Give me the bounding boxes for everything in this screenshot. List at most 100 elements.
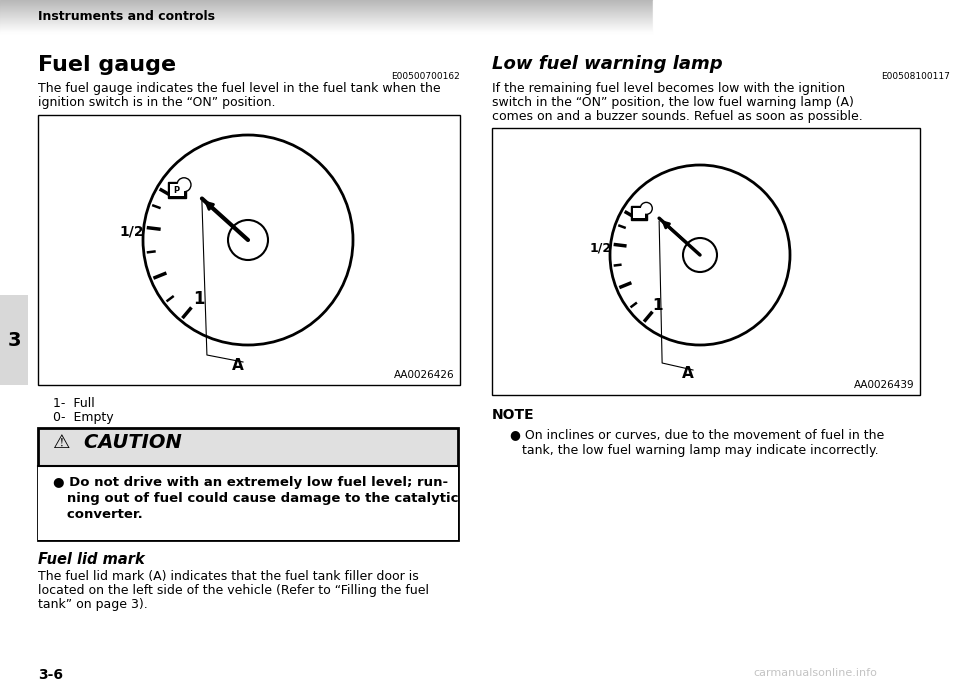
Text: If the remaining fuel level becomes low with the ignition: If the remaining fuel level becomes low …: [492, 82, 845, 95]
Bar: [0, 30, 653, 31]
Bar: [653, 4, 960, 5]
FancyBboxPatch shape: [170, 184, 183, 196]
Text: A: A: [683, 366, 694, 381]
Text: 1/2: 1/2: [120, 224, 144, 238]
Bar: [0, 16, 653, 17]
Bar: [0, 32, 653, 33]
Bar: [0, 9, 653, 10]
Bar: [0, 5, 653, 6]
Text: 1/2: 1/2: [589, 241, 612, 254]
Text: NOTE: NOTE: [492, 408, 535, 422]
Bar: [0, 3, 653, 4]
Text: 3-6: 3-6: [38, 668, 63, 682]
Bar: [653, 26, 960, 27]
Circle shape: [228, 220, 268, 260]
Bar: [653, 9, 960, 10]
Circle shape: [640, 202, 652, 215]
Text: P: P: [174, 186, 180, 195]
Bar: [0, 1, 653, 2]
Text: comes on and a buzzer sounds. Refuel as soon as possible.: comes on and a buzzer sounds. Refuel as …: [492, 110, 863, 123]
Bar: [653, 2, 960, 3]
Bar: [653, 14, 960, 15]
Text: carmanualsonline.info: carmanualsonline.info: [753, 668, 876, 678]
Circle shape: [177, 178, 191, 192]
Bar: [0, 28, 653, 29]
Bar: [653, 0, 960, 1]
Bar: [653, 5, 960, 6]
Bar: [653, 8, 960, 9]
Bar: [0, 8, 653, 9]
Text: Fuel gauge: Fuel gauge: [38, 55, 176, 75]
Text: located on the left side of the vehicle (Refer to “Filling the fuel: located on the left side of the vehicle …: [38, 584, 429, 597]
Bar: [653, 31, 960, 32]
Bar: [653, 21, 960, 22]
FancyBboxPatch shape: [634, 208, 645, 217]
Bar: [653, 25, 960, 26]
FancyBboxPatch shape: [492, 128, 920, 395]
Bar: [653, 23, 960, 24]
Bar: [0, 0, 653, 1]
Bar: [653, 1, 960, 2]
Bar: [653, 18, 960, 19]
Bar: [653, 19, 960, 20]
Bar: [0, 13, 653, 14]
Bar: [0, 22, 653, 23]
Bar: [653, 15, 960, 16]
Bar: [0, 26, 653, 27]
Text: The fuel lid mark (A) indicates that the fuel tank filler door is: The fuel lid mark (A) indicates that the…: [38, 570, 419, 583]
Bar: [0, 31, 653, 32]
FancyBboxPatch shape: [0, 295, 28, 385]
Bar: [653, 10, 960, 11]
Text: The fuel gauge indicates the fuel level in the fuel tank when the: The fuel gauge indicates the fuel level …: [38, 82, 441, 95]
Bar: [0, 20, 653, 21]
Bar: [653, 13, 960, 14]
Bar: [0, 27, 653, 28]
FancyBboxPatch shape: [168, 182, 185, 198]
Text: 1: 1: [653, 298, 662, 313]
Text: ning out of fuel could cause damage to the catalytic: ning out of fuel could cause damage to t…: [53, 492, 459, 505]
Text: 0-  Empty: 0- Empty: [53, 411, 113, 424]
Bar: [0, 29, 653, 30]
Bar: [653, 30, 960, 31]
Bar: [0, 18, 653, 19]
Bar: [0, 4, 653, 5]
Text: ⚠  CAUTION: ⚠ CAUTION: [53, 433, 181, 452]
Bar: [653, 20, 960, 21]
Text: Low fuel warning lamp: Low fuel warning lamp: [492, 55, 723, 73]
Bar: [653, 11, 960, 12]
Ellipse shape: [143, 135, 353, 345]
Bar: [653, 28, 960, 29]
Text: ignition switch is in the “ON” position.: ignition switch is in the “ON” position.: [38, 96, 276, 109]
Text: AA0026439: AA0026439: [854, 380, 915, 390]
Bar: [0, 15, 653, 16]
Text: Fuel lid mark: Fuel lid mark: [38, 552, 145, 567]
Text: A: A: [232, 357, 244, 372]
Text: 3: 3: [8, 331, 21, 349]
Bar: [653, 24, 960, 25]
Bar: [0, 19, 653, 20]
Text: ● On inclines or curves, due to the movement of fuel in the: ● On inclines or curves, due to the move…: [510, 428, 884, 441]
Text: switch in the “ON” position, the low fuel warning lamp (A): switch in the “ON” position, the low fue…: [492, 96, 853, 109]
Text: 1: 1: [193, 290, 204, 308]
Bar: [0, 12, 653, 13]
Bar: [653, 12, 960, 13]
Bar: [0, 24, 653, 25]
Ellipse shape: [610, 165, 790, 345]
Bar: [0, 23, 653, 24]
Text: ● Do not drive with an extremely low fuel level; run-: ● Do not drive with an extremely low fue…: [53, 476, 448, 489]
Bar: [653, 3, 960, 4]
Bar: [653, 16, 960, 17]
Bar: [653, 32, 960, 33]
Text: tank, the low fuel warning lamp may indicate incorrectly.: tank, the low fuel warning lamp may indi…: [510, 444, 878, 457]
Bar: [653, 17, 960, 18]
FancyBboxPatch shape: [38, 115, 460, 385]
Text: AA0026426: AA0026426: [395, 370, 455, 380]
Text: 1-  Full: 1- Full: [53, 397, 95, 410]
Text: converter.: converter.: [53, 508, 143, 521]
FancyBboxPatch shape: [38, 428, 458, 540]
Text: E00508100117: E00508100117: [881, 72, 950, 81]
Bar: [653, 29, 960, 30]
Circle shape: [683, 238, 717, 272]
Bar: [0, 2, 653, 3]
Bar: [0, 10, 653, 11]
